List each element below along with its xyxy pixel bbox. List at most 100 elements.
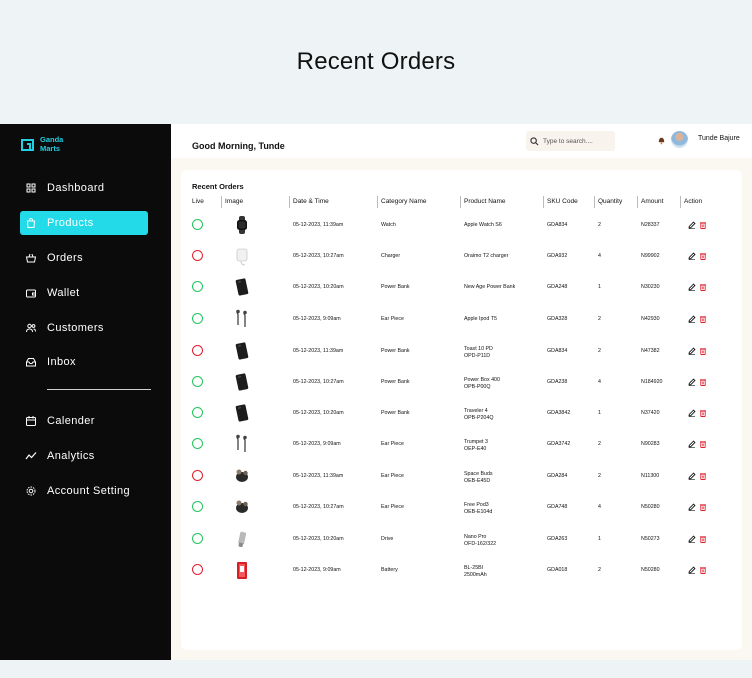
sidebar-item-label: Account Setting	[47, 485, 131, 497]
delete-icon[interactable]	[699, 378, 707, 386]
table-row[interactable]: 05-12-2023, 9:09am Battery BL-25BI 2500mAh G…	[181, 561, 742, 591]
product-model: OPB-P00Q	[464, 384, 491, 390]
product-model: OEB-E104d	[464, 509, 493, 515]
table-row[interactable]: 05-12-2023, 9:09am Ear Piece Apple Ipod T5…	[181, 309, 742, 340]
column-header-date-time[interactable]: Date & Time	[289, 196, 329, 208]
delete-icon[interactable]	[699, 252, 707, 260]
delete-icon[interactable]	[699, 347, 707, 355]
live-status-on-icon[interactable]	[192, 313, 203, 324]
table-row[interactable]: 05-12-2023, 10:20am Power Bank New Age Pow…	[181, 278, 742, 308]
live-status-on-icon[interactable]	[192, 376, 203, 387]
product-name: Power Box 400	[464, 377, 500, 383]
sku-cell: GDA3842	[547, 410, 571, 416]
edit-icon[interactable]	[688, 566, 696, 574]
edit-icon[interactable]	[688, 347, 696, 355]
live-status-on-icon[interactable]	[192, 501, 203, 512]
table-row[interactable]: 05-12-2023, 10:27am Power Bank Power Box 4…	[181, 373, 742, 403]
live-status-on-icon[interactable]	[192, 407, 203, 418]
delete-icon[interactable]	[699, 409, 707, 417]
edit-icon[interactable]	[688, 503, 696, 511]
user-name[interactable]: Tunde Bajure	[698, 135, 740, 142]
product-name-cell: Traveler 4 OPB-P204Q	[464, 408, 493, 422]
sku-cell: GDA284	[547, 473, 568, 479]
date-cell: 05-12-2023, 10:27am	[293, 253, 344, 259]
delete-icon[interactable]	[699, 315, 707, 323]
column-header-amount[interactable]: Amount	[637, 196, 663, 208]
live-status-on-icon[interactable]	[192, 281, 203, 292]
edit-icon[interactable]	[688, 378, 696, 386]
sidebar-item-inbox[interactable]: Inbox	[20, 350, 148, 374]
sku-cell: GDA238	[547, 379, 568, 385]
product-name-cell: Free Pod3 OEB-E104d	[464, 502, 492, 516]
delete-icon[interactable]	[699, 566, 707, 574]
edit-icon[interactable]	[688, 252, 696, 260]
edit-icon[interactable]	[688, 315, 696, 323]
sidebar-item-customers[interactable]: Customers	[20, 316, 148, 340]
category-cell: Ear Piece	[381, 473, 404, 479]
delete-icon[interactable]	[699, 472, 707, 480]
live-status-off-icon[interactable]	[192, 345, 203, 356]
recent-orders-card: Recent Orders Live Image Date & Time Catego…	[181, 170, 742, 650]
main-content: Good Morning, Tunde Tunde Bajure Recent …	[171, 124, 752, 660]
live-status-off-icon[interactable]	[192, 250, 203, 261]
column-header-category-name[interactable]: Category Name	[377, 196, 427, 208]
sidebar-item-orders[interactable]: Orders	[20, 246, 148, 270]
amount-cell: N37420	[641, 410, 660, 416]
table-row[interactable]: 05-12-2023, 10:27am Ear Piece Free Pod3 OEB…	[181, 498, 742, 528]
column-header-image[interactable]: Image	[221, 196, 243, 208]
sidebar-item-calender[interactable]: Calender	[20, 409, 148, 433]
delete-icon[interactable]	[699, 535, 707, 543]
sidebar-item-wallet[interactable]: Wallet	[20, 281, 148, 305]
delete-icon[interactable]	[699, 440, 707, 448]
column-header-action[interactable]: Action	[680, 196, 702, 208]
delete-icon[interactable]	[699, 221, 707, 229]
edit-icon[interactable]	[688, 535, 696, 543]
live-status-off-icon[interactable]	[192, 564, 203, 575]
notification-bell-icon[interactable]	[657, 136, 666, 145]
column-header-product-name[interactable]: Product Name	[460, 196, 506, 208]
live-status-on-icon[interactable]	[192, 219, 203, 230]
column-header-sku-code[interactable]: SKU Code	[543, 196, 578, 208]
amount-cell: N11300	[641, 473, 660, 479]
live-status-on-icon[interactable]	[192, 533, 203, 544]
brand-logo[interactable]: Ganda Marts	[20, 135, 63, 153]
live-status-on-icon[interactable]	[192, 438, 203, 449]
edit-icon[interactable]	[688, 409, 696, 417]
edit-icon[interactable]	[688, 221, 696, 229]
column-header-live[interactable]: Live	[192, 198, 204, 205]
sidebar-item-analytics[interactable]: Analytics	[20, 444, 148, 468]
table-row[interactable]: 05-12-2023, 11:39am Ear Piece Space Buds OE…	[181, 467, 742, 497]
inbox-icon	[24, 356, 37, 369]
sku-cell: GDA834	[547, 348, 568, 354]
table-row[interactable]: 05-12-2023, 9:09am Ear Piece Trumpet 3 OEP-…	[181, 434, 742, 465]
table-row[interactable]: 05-12-2023, 11:39am Power Bank Toast 10 PD…	[181, 342, 742, 372]
edit-icon[interactable]	[688, 472, 696, 480]
live-status-off-icon[interactable]	[192, 470, 203, 481]
delete-icon[interactable]	[699, 503, 707, 511]
search-box[interactable]	[526, 131, 615, 151]
qty-cell: 1	[598, 284, 601, 290]
search-input[interactable]	[543, 137, 613, 145]
sidebar-item-dashboard[interactable]: Dashboard	[20, 176, 148, 200]
brand-subname: Marts	[40, 143, 61, 153]
product-name: Apple Watch S6	[464, 222, 502, 228]
sidebar-item-products[interactable]: Products	[20, 211, 148, 235]
product-name-cell: Power Box 400 OPB-P00Q	[464, 377, 500, 391]
product-model: OPD-P11D	[464, 353, 491, 359]
product-name-cell: Space Buds OEB-E45D	[464, 471, 493, 485]
avatar[interactable]	[671, 131, 688, 148]
greeting: Good Morning, Tunde	[192, 141, 285, 151]
edit-icon[interactable]	[688, 283, 696, 291]
product-name: Oraimo T2 charger	[464, 253, 509, 259]
sidebar-item-account-setting[interactable]: Account Setting	[20, 479, 148, 503]
column-header-quantity[interactable]: Quantity	[594, 196, 622, 208]
table-row[interactable]: 05-12-2023, 10:27am Charger Oraimo T2 char…	[181, 247, 742, 277]
table-row[interactable]: 05-12-2023, 10:20am Drive Nano Pro OFD-162/…	[181, 530, 742, 560]
app-window: Ganda Marts Dashboard Products Orders Walle…	[0, 124, 752, 660]
product-name: BL-25BI	[464, 565, 484, 571]
table-row[interactable]: 05-12-2023, 11:39am Watch Apple Watch S6 GD…	[181, 216, 742, 246]
edit-icon[interactable]	[688, 440, 696, 448]
delete-icon[interactable]	[699, 283, 707, 291]
product-name: Apple Ipod T5	[464, 316, 497, 322]
